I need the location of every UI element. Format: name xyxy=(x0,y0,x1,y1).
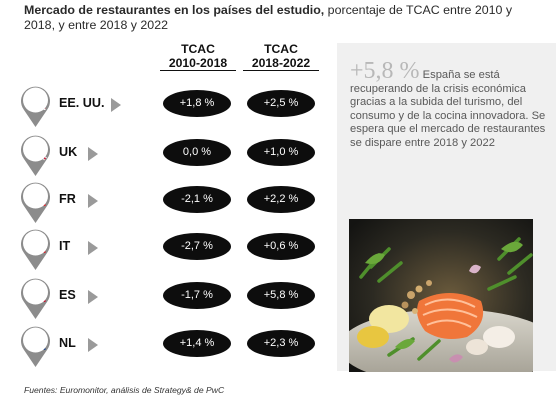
country-code: IT xyxy=(59,239,71,253)
cagr-2010-2018-value: 0,0 % xyxy=(163,139,231,166)
country-code: NL xyxy=(59,336,76,350)
column-header-2018-2022: TCAC 2018-2022 xyxy=(243,42,319,71)
table-row: UK 0,0 % +1,0 % xyxy=(0,133,330,177)
row-arrow-icon xyxy=(88,147,98,161)
row-arrow-icon xyxy=(88,338,98,352)
chart-title-bold: Mercado de restaurantes en los países de… xyxy=(24,3,325,17)
us-flag-icon xyxy=(20,86,50,127)
cagr-2018-2022-value: +1,0 % xyxy=(247,139,315,166)
italy-flag-icon xyxy=(20,229,50,270)
table-row: FR -2,1 % +2,2 % xyxy=(0,180,330,224)
spain-highlight-text: +5,8 % España se está recuperando de la … xyxy=(350,59,550,150)
column-header-line1: TCAC xyxy=(181,42,215,56)
cagr-2018-2022-value: +5,8 % xyxy=(247,282,315,309)
source-footnote: Fuentes: Euromonitor, análisis de Strate… xyxy=(24,385,225,395)
row-arrow-icon xyxy=(88,241,98,255)
spain-flag-icon xyxy=(20,278,50,319)
france-flag-icon xyxy=(20,182,50,223)
highlight-value: +5,8 % xyxy=(350,58,420,84)
cagr-2010-2018-value: -1,7 % xyxy=(163,282,231,309)
highlight-description: España se está recuperando de la crisis … xyxy=(350,69,546,149)
country-code: EE. UU. xyxy=(59,96,105,110)
cagr-2010-2018-value: +1,4 % xyxy=(163,330,231,357)
chart-title-rest: porcentaje de TCAC entre 2010 y 2018, y … xyxy=(24,3,513,32)
cagr-2010-2018-value: -2,1 % xyxy=(163,186,231,213)
table-row: ES -1,7 % +5,8 % xyxy=(0,276,330,320)
food-photo xyxy=(349,219,533,372)
table-row: IT -2,7 % +0,6 % xyxy=(0,227,330,271)
column-header-line2: 2010-2018 xyxy=(160,56,236,71)
table-row: NL +1,4 % +2,3 % xyxy=(0,324,330,368)
cagr-2018-2022-value: +2,2 % xyxy=(247,186,315,213)
row-arrow-icon xyxy=(88,194,98,208)
chart-title: Mercado de restaurantes en los países de… xyxy=(24,3,544,33)
cagr-2018-2022-value: +2,5 % xyxy=(247,90,315,117)
cagr-2018-2022-value: +0,6 % xyxy=(247,233,315,260)
uk-flag-icon xyxy=(20,135,50,176)
column-header-line1: TCAC xyxy=(264,42,298,56)
country-code: ES xyxy=(59,288,76,302)
cagr-2018-2022-value: +2,3 % xyxy=(247,330,315,357)
country-code: UK xyxy=(59,145,78,159)
column-header-line2: 2018-2022 xyxy=(243,56,319,71)
cagr-2010-2018-value: +1,8 % xyxy=(163,90,231,117)
cagr-2010-2018-value: -2,7 % xyxy=(163,233,231,260)
netherlands-flag-icon xyxy=(20,326,50,367)
column-header-2010-2018: TCAC 2010-2018 xyxy=(160,42,236,71)
table-row: EE. UU. +1,8 % +2,5 % xyxy=(0,84,330,128)
country-code: FR xyxy=(59,192,76,206)
row-arrow-icon xyxy=(111,98,121,112)
spain-highlight-panel: +5,8 % España se está recuperando de la … xyxy=(337,43,556,372)
row-arrow-icon xyxy=(88,290,98,304)
